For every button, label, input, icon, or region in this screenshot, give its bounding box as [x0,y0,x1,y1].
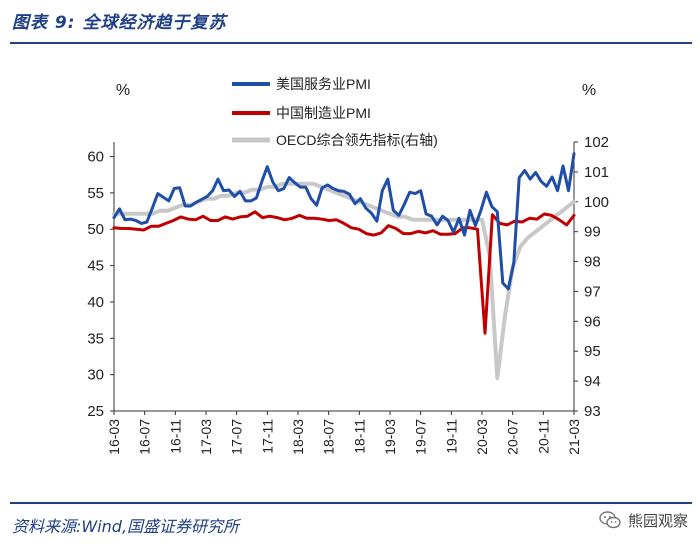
right-tick-label: 94 [584,373,601,390]
title-underline [10,42,692,44]
x-tick-label: 20-07 [505,419,521,455]
legend-label-0: 美国服务业PMI [276,76,371,92]
axes-layer: % % 60 55 50 45 40 35 30 25 102 101 100 99 98 97 96 95 94 9… [87,82,609,455]
right-tick-label: 101 [584,164,609,181]
right-tick-label: 93 [584,403,601,420]
x-tick-label: 16-03 [106,419,122,455]
left-tick-label: 50 [87,221,104,238]
left-tick-label: 40 [87,294,104,311]
x-tick-label: 19-07 [413,419,429,455]
source-rule [10,502,692,504]
watermark-text: 熊园观察 [627,511,688,530]
right-tick-label: 97 [584,283,601,300]
legend: 美国服务业PMI 中国制造业PMI OECD综合领先指标(右轴) [232,76,438,148]
x-tick-label: 17-11 [259,419,275,454]
right-tick-label: 99 [584,224,601,241]
right-tick-label: 100 [584,194,609,211]
series-layer [112,152,576,381]
x-tick-label: 17-03 [198,419,214,455]
left-tick-label: 55 [87,185,104,202]
x-tick-label: 19-03 [382,419,398,455]
left-axis-unit: % [116,82,130,99]
right-tick-label: 98 [584,254,601,271]
source-note: 资料来源:Wind,国盛证券研究所 [12,517,240,536]
legend-label-2: OECD综合领先指标(右轴) [276,132,438,148]
wechat-icon [599,511,621,529]
x-tick-label: 17-07 [229,419,245,455]
x-tick-label: 19-11 [443,419,459,454]
x-tick-label: 18-11 [351,419,367,454]
right-tick-label: 102 [584,134,609,151]
right-tick-label: 96 [584,313,601,330]
x-tick-label: 16-07 [137,419,153,455]
figure-title: 图表 9: 全球经济趋于复苏 [12,13,227,33]
right-tick-label: 95 [584,343,601,360]
watermark: 熊园观察 [598,506,688,534]
x-tick-label: 21-03 [566,419,582,455]
x-tick-label: 20-11 [535,419,551,454]
left-tick-label: 25 [87,403,104,420]
left-tick-label: 60 [87,149,104,166]
chart-area: % % 60 55 50 45 40 35 30 25 102 101 100 99 98 97 96 95 94 9… [87,76,609,455]
series-line-2 [112,181,576,381]
series-line-0 [112,152,576,291]
left-tick-label: 45 [87,258,104,275]
right-axis-unit: % [582,82,596,99]
left-tick-label: 35 [87,330,104,347]
x-tick-label: 18-03 [290,419,306,455]
legend-label-1: 中国制造业PMI [276,105,371,121]
x-tick-label: 18-07 [321,419,337,455]
x-tick-label: 16-11 [167,419,183,454]
x-tick-label: 20-03 [474,419,490,455]
left-tick-label: 30 [87,367,104,384]
